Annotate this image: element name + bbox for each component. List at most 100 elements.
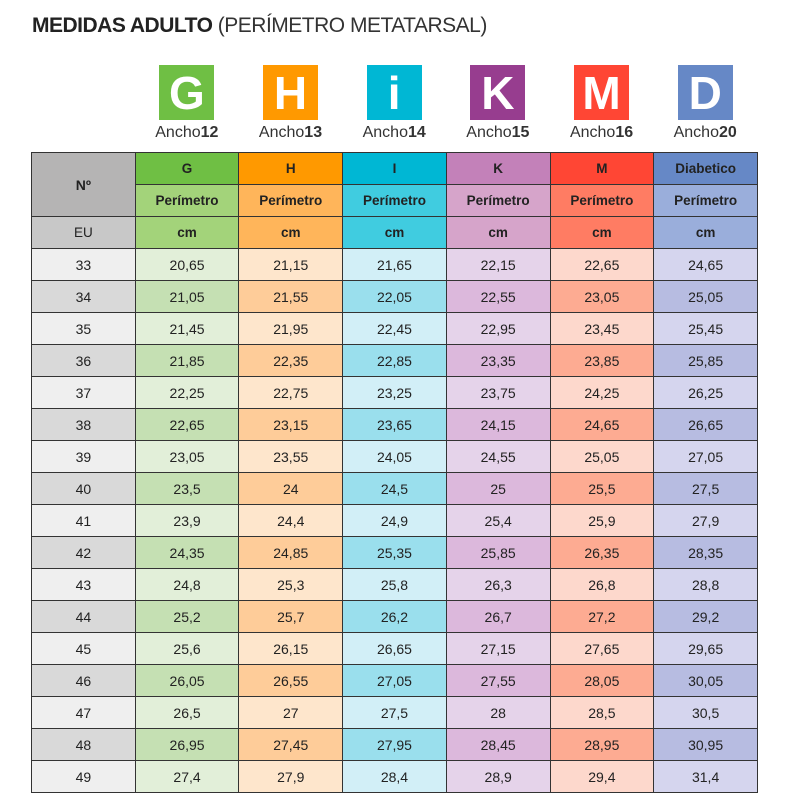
size-cell: 42 — [31, 536, 136, 569]
perimeter-cell: 28,45 — [445, 728, 551, 761]
perimeter-cell: 23,15 — [238, 408, 344, 441]
size-cell: 45 — [31, 632, 136, 665]
width-number: 15 — [511, 124, 530, 141]
eu-header: EU — [31, 216, 136, 249]
header-row: EU cm cm cm cm cm cm — [31, 216, 758, 249]
size-cell: 36 — [31, 344, 136, 377]
size-cell: 33 — [31, 248, 136, 281]
perimeter-cell: 25,6 — [134, 632, 240, 665]
column-subheader: Perímetro — [238, 184, 344, 217]
perimeter-cell: 23,65 — [342, 408, 447, 441]
table-row: 38 22,65 23,15 23,65 24,15 24,65 26,65 — [31, 408, 758, 441]
table-row: 39 23,05 23,55 24,05 24,55 25,05 27,05 — [31, 440, 758, 473]
size-cell: 44 — [31, 600, 136, 633]
column-subheader: Perímetro — [445, 184, 551, 217]
table-row: 37 22,25 22,75 23,25 23,75 24,25 26,25 — [31, 376, 758, 409]
perimeter-cell: 22,25 — [134, 376, 240, 409]
perimeter-cell: 29,65 — [653, 632, 758, 665]
table-row: 48 26,95 27,45 27,95 28,45 28,95 30,95 — [31, 728, 758, 761]
table-row: 34 21,05 21,55 22,05 22,55 23,05 25,05 — [31, 280, 758, 313]
perimeter-cell: 27,9 — [238, 760, 344, 793]
perimeter-cell: 25,9 — [549, 504, 655, 537]
width-number: 20 — [718, 124, 737, 141]
width-label: Ancho15 — [466, 124, 529, 142]
perimeter-cell: 26,35 — [549, 536, 655, 569]
perimeter-cell: 23,45 — [549, 312, 655, 345]
perimeter-cell: 22,75 — [238, 376, 344, 409]
perimeter-cell: 24,65 — [549, 408, 655, 441]
perimeter-cell: 26,95 — [134, 728, 240, 761]
perimeter-cell: 21,95 — [238, 312, 344, 345]
perimeter-cell: 30,95 — [653, 728, 758, 761]
title-bold: MEDIDAS ADULTO — [32, 14, 213, 37]
perimeter-cell: 22,85 — [342, 344, 447, 377]
title-subtitle: (PERÍMETRO METATARSAL) — [217, 14, 488, 37]
perimeter-cell: 25,4 — [445, 504, 551, 537]
perimeter-cell: 24,55 — [445, 440, 551, 473]
perimeter-cell: 28,5 — [549, 696, 655, 729]
perimeter-cell: 26,65 — [342, 632, 447, 665]
perimeter-cell: 30,5 — [653, 696, 758, 729]
perimeter-cell: 24,25 — [549, 376, 655, 409]
table-row: 35 21,45 21,95 22,45 22,95 23,45 25,45 — [31, 312, 758, 345]
perimeter-cell: 21,55 — [238, 280, 344, 313]
perimeter-cell: 22,95 — [445, 312, 551, 345]
column-unit: cm — [134, 216, 240, 249]
column-unit: cm — [445, 216, 551, 249]
column-subheader: Perímetro — [653, 184, 758, 217]
perimeter-cell: 29,4 — [549, 760, 655, 793]
perimeter-cell: 22,35 — [238, 344, 344, 377]
perimeter-cell: 27,05 — [342, 664, 447, 697]
perimeter-cell: 21,05 — [134, 280, 240, 313]
perimeter-cell: 20,65 — [134, 248, 240, 281]
width-label: Ancho12 — [155, 124, 218, 142]
perimeter-cell: 28 — [445, 696, 551, 729]
perimeter-cell: 21,15 — [238, 248, 344, 281]
table-row: 43 24,8 25,3 25,8 26,3 26,8 28,8 — [31, 568, 758, 601]
perimeter-cell: 26,2 — [342, 600, 447, 633]
perimeter-cell: 24,4 — [238, 504, 344, 537]
perimeter-cell: 27,05 — [653, 440, 758, 473]
column-unit: cm — [653, 216, 758, 249]
perimeter-cell: 28,95 — [549, 728, 655, 761]
perimeter-cell: 27,95 — [342, 728, 447, 761]
perimeter-cell: 25,5 — [549, 472, 655, 505]
perimeter-cell: 26,8 — [549, 568, 655, 601]
size-cell: 48 — [31, 728, 136, 761]
perimeter-cell: 25,05 — [653, 280, 758, 313]
perimeter-cell: 22,45 — [342, 312, 447, 345]
width-label-text: Ancho — [258, 124, 305, 141]
width-letter-icon: M — [574, 65, 630, 120]
width-badge: G Ancho12 — [135, 65, 239, 142]
perimeter-cell: 30,05 — [653, 664, 758, 697]
table-row: 33 20,65 21,15 21,65 22,15 22,65 24,65 — [31, 248, 758, 281]
column-subheader: Perímetro — [134, 184, 240, 217]
perimeter-cell: 23,75 — [445, 376, 551, 409]
perimeter-cell: 22,65 — [134, 408, 240, 441]
number-header: Nº — [31, 152, 136, 217]
perimeter-cell: 22,05 — [342, 280, 447, 313]
column-subheader: Perímetro — [342, 184, 447, 217]
perimeter-cell: 26,7 — [445, 600, 551, 633]
perimeter-cell: 24,5 — [342, 472, 447, 505]
width-label: Ancho14 — [363, 124, 426, 142]
perimeter-cell: 31,4 — [653, 760, 758, 793]
column-header: H — [238, 152, 344, 185]
width-legend: G Ancho12 H Ancho13 i Ancho14 K Ancho15 M Ancho16… — [135, 65, 757, 142]
perimeter-cell: 23,9 — [134, 504, 240, 537]
perimeter-cell: 27,5 — [653, 472, 758, 505]
perimeter-cell: 26,05 — [134, 664, 240, 697]
perimeter-cell: 27,2 — [549, 600, 655, 633]
perimeter-cell: 23,85 — [549, 344, 655, 377]
perimeter-cell: 27,9 — [653, 504, 758, 537]
width-number: 14 — [407, 124, 426, 141]
column-unit: cm — [549, 216, 655, 249]
table-row: 40 23,5 24 24,5 25 25,5 27,5 — [31, 472, 758, 505]
header-row: Nº G H I K M Diabetico — [31, 152, 758, 217]
column-unit: cm — [342, 216, 447, 249]
perimeter-cell: 21,65 — [342, 248, 447, 281]
perimeter-cell: 23,05 — [549, 280, 655, 313]
table-row: 49 27,4 27,9 28,4 28,9 29,4 31,4 — [31, 760, 758, 793]
perimeter-cell: 28,8 — [653, 568, 758, 601]
perimeter-cell: 27,65 — [549, 632, 655, 665]
